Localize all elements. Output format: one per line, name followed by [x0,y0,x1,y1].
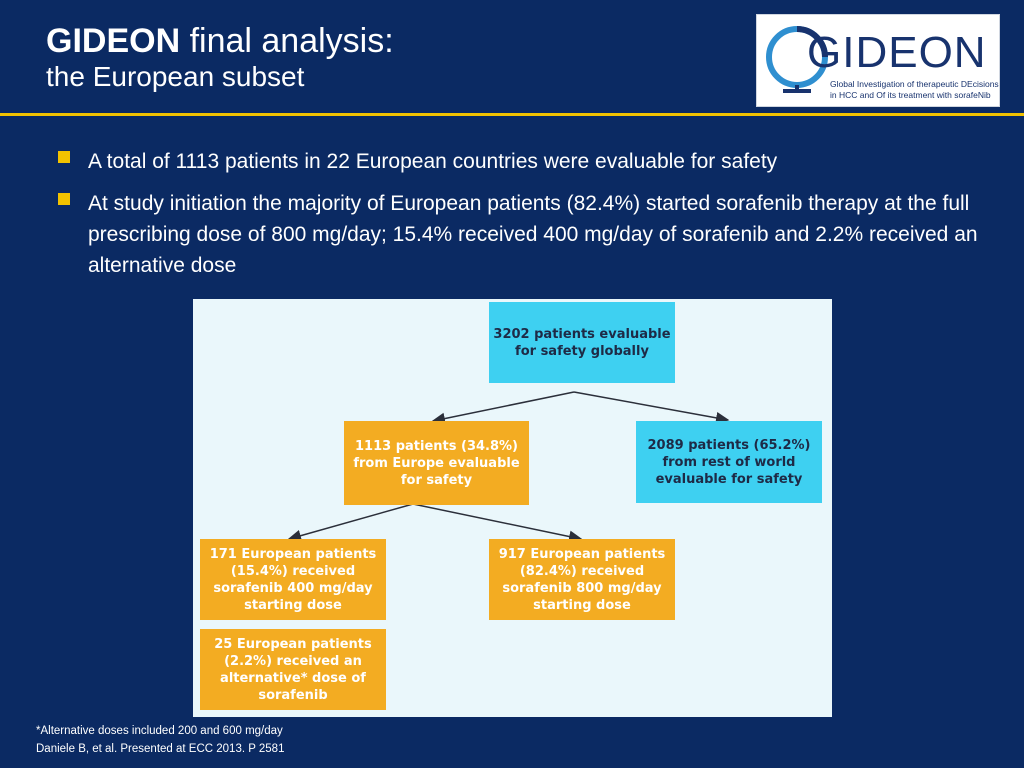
bullet-text: A total of 1113 patients in 22 European … [88,150,778,173]
box-800mg-patients: 917 European patients (82.4%) received s… [489,539,675,620]
globe-icon [766,26,828,93]
box-alternative-dose-patients: 25 European patients (2.2%) received an … [200,629,386,710]
box-global-patients: 3202 patients evaluable for safety globa… [489,302,675,383]
box-400mg-patients: 171 European patients (15.4%) received s… [200,539,386,620]
slide-title: GIDEON final analysis: the European subs… [46,22,394,94]
arrow-to-europe [431,391,575,425]
bullet-square-icon [58,193,70,205]
gideon-logo: GIDEON Global Investigation of therapeut… [756,14,1000,107]
logo-tagline-line2: in HCC and Of its treatment with sorafeN… [830,90,991,100]
title-subtitle: the European subset [46,61,305,92]
bullet-item: At study initiation the majority of Euro… [58,188,998,281]
footnote: *Alternative doses included 200 and 600 … [36,725,283,737]
bullet-square-icon [58,151,70,163]
logo-wordmark: GIDEON [807,28,987,77]
header-divider [0,113,1024,116]
bullet-item: A total of 1113 patients in 22 European … [58,146,998,177]
arrow-to-rest-of-world [573,391,730,424]
title-bold: GIDEON [46,22,181,60]
citation: Daniele B, et al. Presented at ECC 2013.… [36,743,285,755]
logo-tagline-line1: Global Investigation of therapeutic DEci… [830,79,999,89]
box-rest-of-world-patients: 2089 patients (65.2%) from rest of world… [636,421,822,503]
box-europe-patients: 1113 patients (34.8%) from Europe evalua… [344,421,529,505]
arrow-to-800mg [412,503,583,543]
title-main: GIDEON final analysis: [46,22,394,60]
bullet-list: A total of 1113 patients in 22 European … [58,146,998,292]
title-rest: final analysis: [180,22,394,60]
flow-arrows [287,391,730,543]
arrow-to-400mg [287,503,414,542]
logo-tagline: Global Investigation of therapeutic DEci… [830,79,999,101]
bullet-text: At study initiation the majority of Euro… [88,192,978,277]
patient-flow-diagram: 3202 patients evaluable for safety globa… [193,299,832,717]
